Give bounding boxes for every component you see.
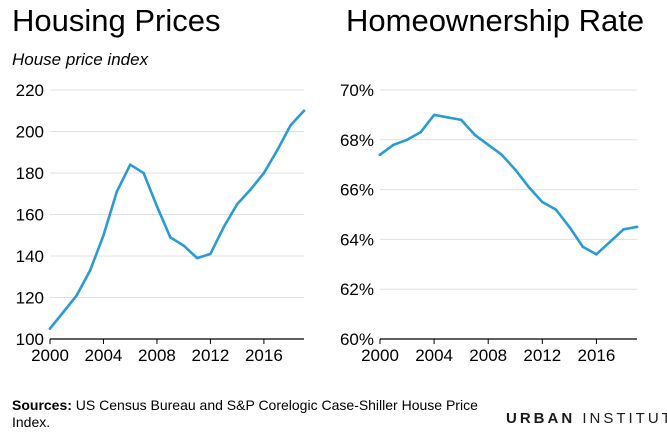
data-point — [446, 116, 449, 119]
data-point — [48, 327, 52, 330]
y-tick-label: 62% — [340, 280, 374, 299]
data-point — [275, 148, 279, 152]
data-point — [128, 163, 132, 166]
data-point — [473, 133, 476, 137]
data-point — [222, 225, 226, 229]
source-prefix: Sources: — [12, 397, 72, 413]
data-point — [302, 109, 306, 113]
data-point — [432, 113, 436, 117]
plot-housing-prices: 100 120 140 160 180 200 220 2000 2004 2008 2012 201… — [16, 81, 306, 365]
chart-title-housing-prices: Housing Prices — [12, 3, 221, 38]
data-point — [459, 118, 463, 122]
x-tick-label: 2008 — [469, 346, 507, 365]
x-tick-label: 2000 — [361, 346, 399, 365]
y-tick-label: 200 — [16, 123, 44, 142]
data-point — [169, 236, 172, 239]
data-point — [235, 202, 239, 206]
logo-light: INSTITUTE — [582, 410, 667, 427]
data-point — [195, 256, 199, 260]
y-tick-label: 68% — [340, 131, 374, 150]
data-point — [513, 168, 517, 171]
y-tick-label: 220 — [16, 81, 44, 100]
data-point — [142, 171, 145, 175]
data-point — [405, 138, 409, 142]
data-point — [155, 204, 159, 208]
data-point — [527, 185, 531, 189]
y-tick-label: 60% — [340, 330, 374, 349]
y-tick-label: 180 — [16, 164, 44, 183]
data-point — [75, 294, 79, 297]
y-tick-label: 70% — [340, 81, 374, 100]
y-tick-label: 100 — [16, 330, 44, 349]
data-point — [62, 310, 65, 314]
data-point — [102, 233, 105, 237]
x-tick-label: 2008 — [138, 346, 176, 365]
data-point — [622, 228, 625, 231]
data-point — [635, 225, 639, 229]
y-tick-label: 120 — [16, 289, 44, 308]
data-point — [595, 253, 598, 256]
data-point — [378, 153, 382, 157]
y-tick-label: 64% — [340, 230, 374, 249]
data-point — [289, 123, 292, 127]
x-tick-label: 2016 — [578, 346, 616, 365]
x-tick-label: 2012 — [192, 346, 230, 365]
series-line — [378, 113, 639, 256]
data-point — [568, 225, 571, 229]
x-tick-label: 2000 — [31, 346, 69, 365]
chart-title-homeownership-rate: Homeownership Rate — [346, 3, 645, 38]
data-point — [182, 244, 185, 247]
x-tick-label: 2004 — [415, 346, 453, 365]
urban-institute-logo: URBAN INSTITUTE — [506, 410, 667, 427]
data-point — [262, 171, 266, 175]
data-point — [392, 143, 395, 147]
x-tick-label: 2012 — [523, 346, 561, 365]
data-point — [209, 252, 212, 256]
data-point — [115, 190, 119, 193]
data-point — [608, 240, 612, 244]
data-point — [541, 200, 544, 204]
data-point — [249, 188, 252, 191]
data-point — [486, 143, 490, 147]
x-tick-label: 2016 — [245, 346, 283, 365]
y-tick-label: 66% — [340, 181, 374, 200]
logo-bold: URBAN — [506, 410, 576, 427]
y-tick-label: 140 — [16, 247, 44, 266]
series-line — [48, 109, 306, 330]
data-point — [554, 208, 558, 211]
y-axis-label-housing: House price index — [12, 50, 149, 69]
source-text: US Census Bureau and S&P Corelogic Case-… — [12, 397, 478, 430]
data-point — [500, 153, 504, 157]
plot-homeownership-rate: 60% 62% 64% 66% 68% 70% 2000 2004 2008 2012 2016 — [340, 81, 639, 365]
y-tick-label: 160 — [16, 206, 44, 225]
source-note: Sources: US Census Bureau and S&P Corelo… — [12, 397, 482, 431]
data-point — [88, 269, 92, 272]
data-point — [581, 245, 585, 249]
x-tick-label: 2004 — [85, 346, 123, 365]
data-point — [419, 131, 422, 134]
